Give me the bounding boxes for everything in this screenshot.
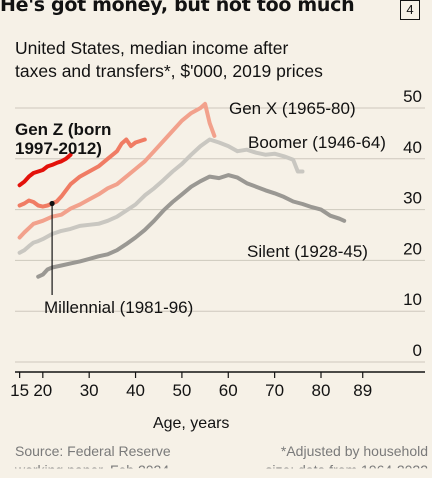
y-tick-label: 0 <box>413 341 422 360</box>
y-tick-label: 50 <box>403 87 422 106</box>
x-tick-label: 60 <box>219 381 238 400</box>
series-lines <box>17 101 347 279</box>
series-line-gen <box>17 152 73 188</box>
chart-title: He's got money, but not too much <box>0 0 355 16</box>
series-line-millennial <box>17 137 147 209</box>
x-tick-label: 15 <box>10 381 29 400</box>
y-tick-label: 40 <box>403 138 422 157</box>
x-tick-label: 89 <box>353 381 372 400</box>
series-label: Silent (1928-45) <box>247 242 368 261</box>
series-label-millennial: Millennial (1981-96) <box>44 298 193 317</box>
source-note: Source: Federal Reserve <box>15 443 171 459</box>
x-axis-title: Age, years <box>153 415 229 432</box>
source-note-continued: working paper, Feb 2024 <box>15 462 170 478</box>
x-tick-label: 40 <box>126 381 145 400</box>
x-tick-label: 80 <box>312 381 331 400</box>
series-line-gen <box>17 101 217 240</box>
series-label: Gen X (1965-80) <box>229 99 356 118</box>
series-labels: Silent (1928-45) Boomer (1946-64) Gen X (1… <box>15 99 386 317</box>
chart-subtitle: United States, median income after taxes… <box>15 37 415 83</box>
x-tick-label: 30 <box>80 381 99 400</box>
x-axis: 15 20 30 40 50 60 70 80 89 <box>10 371 425 400</box>
x-tick-label: 70 <box>265 381 284 400</box>
chart-number-badge: 4 <box>400 0 420 20</box>
y-axis-ticks: 0 10 20 30 40 50 <box>403 87 422 360</box>
subtitle-line-1: United States, median income after <box>15 38 289 58</box>
y-tick-label: 10 <box>403 290 422 309</box>
x-tick-label: 20 <box>33 381 52 400</box>
x-tick-label: 50 <box>172 381 191 400</box>
y-tick-label: 30 <box>403 189 422 208</box>
series-label: Boomer (1946-64) <box>248 133 386 152</box>
series-line-boomer <box>17 137 305 255</box>
subtitle-line-2: taxes and transfers*, $'000, 2019 prices <box>15 61 323 81</box>
series-label-gen-z: 1997-2012) <box>15 139 102 158</box>
series-label-gen-z: Gen Z (born <box>15 120 111 139</box>
y-tick-label: 20 <box>403 239 422 258</box>
footnote-continued: size; data from 1964-2022 <box>265 462 428 478</box>
series-line-silent <box>36 173 347 279</box>
footnote: *Adjusted by household <box>280 443 428 459</box>
